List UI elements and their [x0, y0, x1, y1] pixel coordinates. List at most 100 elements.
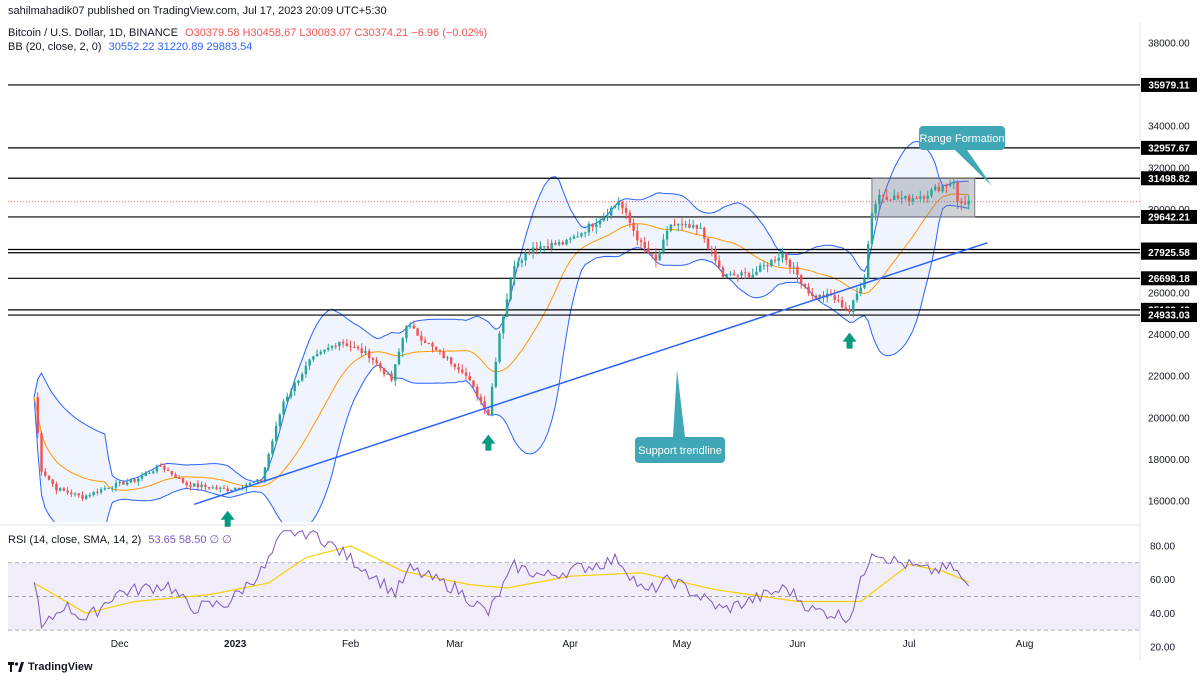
candle-body: [502, 316, 505, 334]
candle-body: [66, 490, 69, 493]
level-badge-label: 31498.82: [1148, 174, 1190, 185]
candle-body: [148, 472, 151, 474]
candle-body: [885, 196, 888, 200]
candle-body: [572, 236, 576, 239]
candle-body: [356, 346, 360, 349]
candle-body: [114, 482, 118, 488]
candle-body: [51, 479, 54, 484]
candle-body: [457, 367, 460, 370]
candle-body: [408, 325, 412, 327]
candle-body: [677, 224, 680, 226]
candle-body: [330, 345, 334, 348]
level-badge-label: 32957.67: [1148, 143, 1190, 154]
candle-body: [371, 358, 375, 361]
candle-body: [315, 353, 319, 357]
candle-body: [81, 495, 84, 499]
candle-body: [665, 230, 669, 240]
candle-body: [799, 275, 803, 284]
candle-body: [70, 492, 73, 495]
candle-body: [688, 224, 691, 228]
candle-body: [561, 242, 565, 245]
candle-body: [758, 265, 762, 272]
candle-body: [960, 201, 963, 203]
candle-body: [718, 260, 721, 268]
candle-body: [606, 215, 609, 218]
candle-body: [755, 271, 758, 275]
candle-body: [200, 484, 203, 488]
candle-body: [386, 373, 390, 375]
candle-body: [96, 491, 99, 493]
tradingview-brand[interactable]: TradingView: [8, 661, 93, 673]
support-callout-pointer: [673, 370, 685, 437]
candle-body: [509, 278, 512, 300]
candle-body: [222, 487, 226, 489]
price-tick-label: 20000.00: [1148, 413, 1190, 424]
range-formation-label: Range Formation: [920, 133, 1005, 145]
candle-body: [889, 199, 892, 201]
candle-body: [237, 487, 241, 489]
candle-body: [505, 299, 509, 317]
candle-body: [866, 243, 870, 279]
candle-body: [278, 414, 282, 426]
candle-body: [576, 236, 579, 238]
candle-body: [736, 275, 740, 277]
price-tick-label: 22000.00: [1148, 372, 1190, 383]
publish-info: sahilmahadik07 published on TradingView.…: [8, 5, 387, 17]
candle-body: [427, 343, 430, 345]
candle-body: [349, 346, 352, 348]
candle-body: [327, 347, 330, 350]
bb-basis: [33, 193, 969, 491]
symbol-title: Bitcoin / U.S. Dollar, 1D, BINANCE: [8, 27, 178, 39]
candle-body: [412, 325, 416, 329]
candle-body: [390, 373, 393, 381]
candle-body: [423, 340, 427, 344]
candle-body: [680, 224, 684, 226]
price-tick-label: 18000.00: [1148, 455, 1190, 466]
price-axis: 16000.00 18000.00 20000.00 22000.00 24000.00…: [1141, 38, 1197, 508]
time-axis: Dec 2023 Feb Mar Apr May Jun Jul Aug: [111, 639, 1034, 650]
candle-body: [770, 259, 773, 267]
candle-body: [714, 249, 717, 261]
candle-body: [751, 274, 754, 278]
candle-body: [915, 198, 918, 200]
support-arrow-icon: [481, 434, 496, 451]
candle-body: [274, 425, 278, 442]
support-arrow-icon: [842, 332, 857, 349]
candle-body: [431, 343, 434, 347]
candle-body: [58, 488, 62, 491]
candle-body: [345, 343, 349, 347]
candle-body: [565, 239, 568, 245]
candle-body: [498, 333, 501, 362]
candle-body: [706, 238, 710, 249]
candle-body: [636, 230, 639, 241]
candle-body: [40, 433, 43, 472]
candle-body: [729, 273, 732, 275]
candle-body: [658, 252, 661, 261]
candle-body: [893, 195, 896, 201]
candles: [36, 178, 970, 502]
candle-body: [364, 350, 367, 354]
candle-body: [557, 242, 561, 245]
level-badge-label: 29642.21: [1148, 212, 1190, 223]
candle-body: [695, 225, 699, 229]
candle-body: [181, 477, 185, 483]
time-tick-label: May: [673, 639, 692, 650]
bb-fill: [34, 141, 969, 522]
candle-body: [621, 202, 624, 209]
candle-body: [36, 397, 39, 434]
candle-body: [744, 272, 747, 274]
time-tick-label: Feb: [342, 639, 360, 650]
candle-body: [539, 246, 542, 250]
candle-body: [435, 346, 438, 351]
candle-body: [122, 481, 125, 485]
time-tick-label: 2023: [224, 639, 247, 650]
candle-body: [669, 224, 673, 231]
trendline-line: [193, 242, 988, 506]
level-badge: [1141, 140, 1197, 155]
candle-body: [788, 259, 792, 268]
candle-body: [55, 483, 58, 491]
candle-body: [192, 483, 196, 487]
bollinger-bands: [33, 140, 969, 522]
rsi-label: RSI (14, close, SMA, 14, 2): [8, 534, 142, 546]
